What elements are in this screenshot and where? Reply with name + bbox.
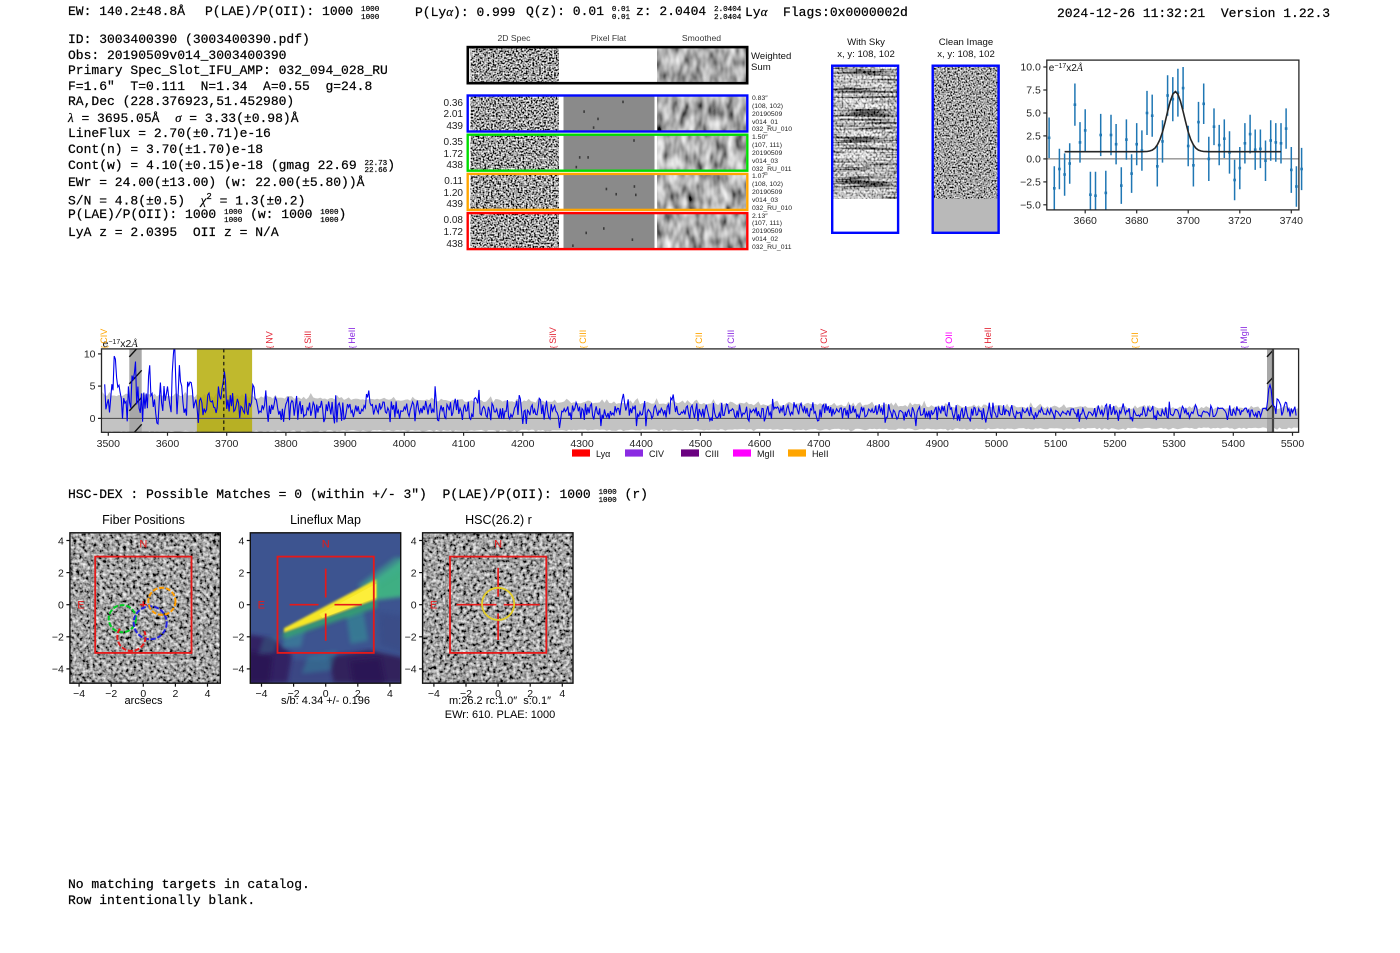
svg-text:3720: 3720 xyxy=(1228,215,1252,227)
svg-text:5300: 5300 xyxy=(1162,438,1186,450)
svg-text:N: N xyxy=(322,538,330,550)
svg-text:2: 2 xyxy=(527,688,533,700)
svg-text:E: E xyxy=(258,600,265,612)
svg-text:0: 0 xyxy=(411,600,417,612)
svg-text:2: 2 xyxy=(58,567,64,579)
svg-text:4700: 4700 xyxy=(807,438,831,450)
svg-text:4600: 4600 xyxy=(748,438,772,450)
svg-text:3680: 3680 xyxy=(1125,215,1149,227)
svg-text:4: 4 xyxy=(205,688,211,700)
svg-text:−4: −4 xyxy=(428,688,440,700)
svg-text:4100: 4100 xyxy=(452,438,476,450)
svg-text:0: 0 xyxy=(323,688,329,700)
svg-text:−4: −4 xyxy=(52,664,64,676)
svg-text:{HeII: {HeII xyxy=(347,327,357,348)
svg-text:−2: −2 xyxy=(232,632,244,644)
svg-text:4: 4 xyxy=(238,535,244,547)
svg-text:4000: 4000 xyxy=(393,438,417,450)
svg-text:E: E xyxy=(430,600,437,612)
svg-text:5200: 5200 xyxy=(1103,438,1127,450)
svg-text:3900: 3900 xyxy=(333,438,357,450)
svg-text:E: E xyxy=(77,600,84,612)
svg-text:−4: −4 xyxy=(256,688,268,700)
svg-text:10.0: 10.0 xyxy=(1020,62,1041,74)
svg-text:5: 5 xyxy=(90,381,96,393)
svg-text:5000: 5000 xyxy=(985,438,1009,450)
svg-text:{NV: {NV xyxy=(265,331,275,348)
svg-text:3800: 3800 xyxy=(274,438,298,450)
svg-text:10: 10 xyxy=(84,348,96,360)
svg-text:−4: −4 xyxy=(405,664,417,676)
svg-text:2: 2 xyxy=(355,688,361,700)
svg-text:−5.0: −5.0 xyxy=(1020,199,1041,211)
svg-text:{OII: {OII xyxy=(944,332,954,349)
svg-text:{CIII: {CIII xyxy=(578,330,588,349)
svg-text:3500: 3500 xyxy=(97,438,121,450)
svg-text:2: 2 xyxy=(238,567,244,579)
svg-text:{CII: {CII xyxy=(694,332,704,348)
svg-text:−2: −2 xyxy=(105,688,117,700)
svg-text:5400: 5400 xyxy=(1222,438,1246,450)
svg-text:{CIV: {CIV xyxy=(99,329,109,349)
svg-text:4: 4 xyxy=(411,535,417,547)
svg-text:2.5: 2.5 xyxy=(1026,130,1041,142)
svg-text:e−17x2Å: e−17x2Å xyxy=(1049,62,1084,74)
svg-text:−2.5: −2.5 xyxy=(1020,176,1041,188)
svg-text:4800: 4800 xyxy=(866,438,890,450)
svg-text:−2: −2 xyxy=(52,632,64,644)
svg-text:0: 0 xyxy=(58,600,64,612)
svg-text:3600: 3600 xyxy=(156,438,180,450)
svg-text:{CIII: {CIII xyxy=(726,330,736,349)
svg-text:4400: 4400 xyxy=(630,438,654,450)
svg-text:{CII: {CII xyxy=(1130,332,1140,348)
svg-text:−2: −2 xyxy=(288,688,300,700)
svg-text:7.5: 7.5 xyxy=(1026,85,1041,97)
svg-text:0: 0 xyxy=(140,688,146,700)
svg-text:−2: −2 xyxy=(405,632,417,644)
svg-text:3700: 3700 xyxy=(215,438,239,450)
svg-text:3700: 3700 xyxy=(1177,215,1201,227)
svg-text:−4: −4 xyxy=(73,688,85,700)
svg-text:4: 4 xyxy=(387,688,393,700)
svg-text:MgII: MgII xyxy=(757,449,775,459)
svg-text:CIII: CIII xyxy=(705,449,719,459)
svg-text:4: 4 xyxy=(559,688,565,700)
svg-text:5500: 5500 xyxy=(1281,438,1305,450)
svg-text:{SiIV: {SiIV xyxy=(548,327,558,348)
svg-text:2: 2 xyxy=(411,567,417,579)
svg-text:N: N xyxy=(494,538,502,550)
svg-text:CIV: CIV xyxy=(649,449,664,459)
svg-text:{MgII: {MgII xyxy=(1239,326,1249,348)
svg-text:4300: 4300 xyxy=(570,438,594,450)
svg-text:3740: 3740 xyxy=(1280,215,1304,227)
svg-text:4200: 4200 xyxy=(511,438,535,450)
svg-text:4500: 4500 xyxy=(689,438,713,450)
svg-text:4: 4 xyxy=(58,535,64,547)
svg-text:{SiII: {SiII xyxy=(303,331,313,349)
svg-text:5.0: 5.0 xyxy=(1026,108,1041,120)
svg-text:0: 0 xyxy=(90,413,96,425)
svg-text:2: 2 xyxy=(172,688,178,700)
svg-text:4900: 4900 xyxy=(926,438,950,450)
svg-text:{CIV: {CIV xyxy=(819,329,829,349)
svg-text:5100: 5100 xyxy=(1044,438,1068,450)
svg-text:−2: −2 xyxy=(460,688,472,700)
svg-text:{HeII: {HeII xyxy=(983,327,993,348)
svg-text:N: N xyxy=(139,538,147,550)
svg-text:−4: −4 xyxy=(232,664,244,676)
svg-text:HeII: HeII xyxy=(812,449,829,459)
svg-text:0.0: 0.0 xyxy=(1026,153,1041,165)
svg-text:0: 0 xyxy=(238,600,244,612)
svg-text:0: 0 xyxy=(495,688,501,700)
svg-text:Lyα: Lyα xyxy=(596,449,610,459)
svg-text:3660: 3660 xyxy=(1074,215,1098,227)
